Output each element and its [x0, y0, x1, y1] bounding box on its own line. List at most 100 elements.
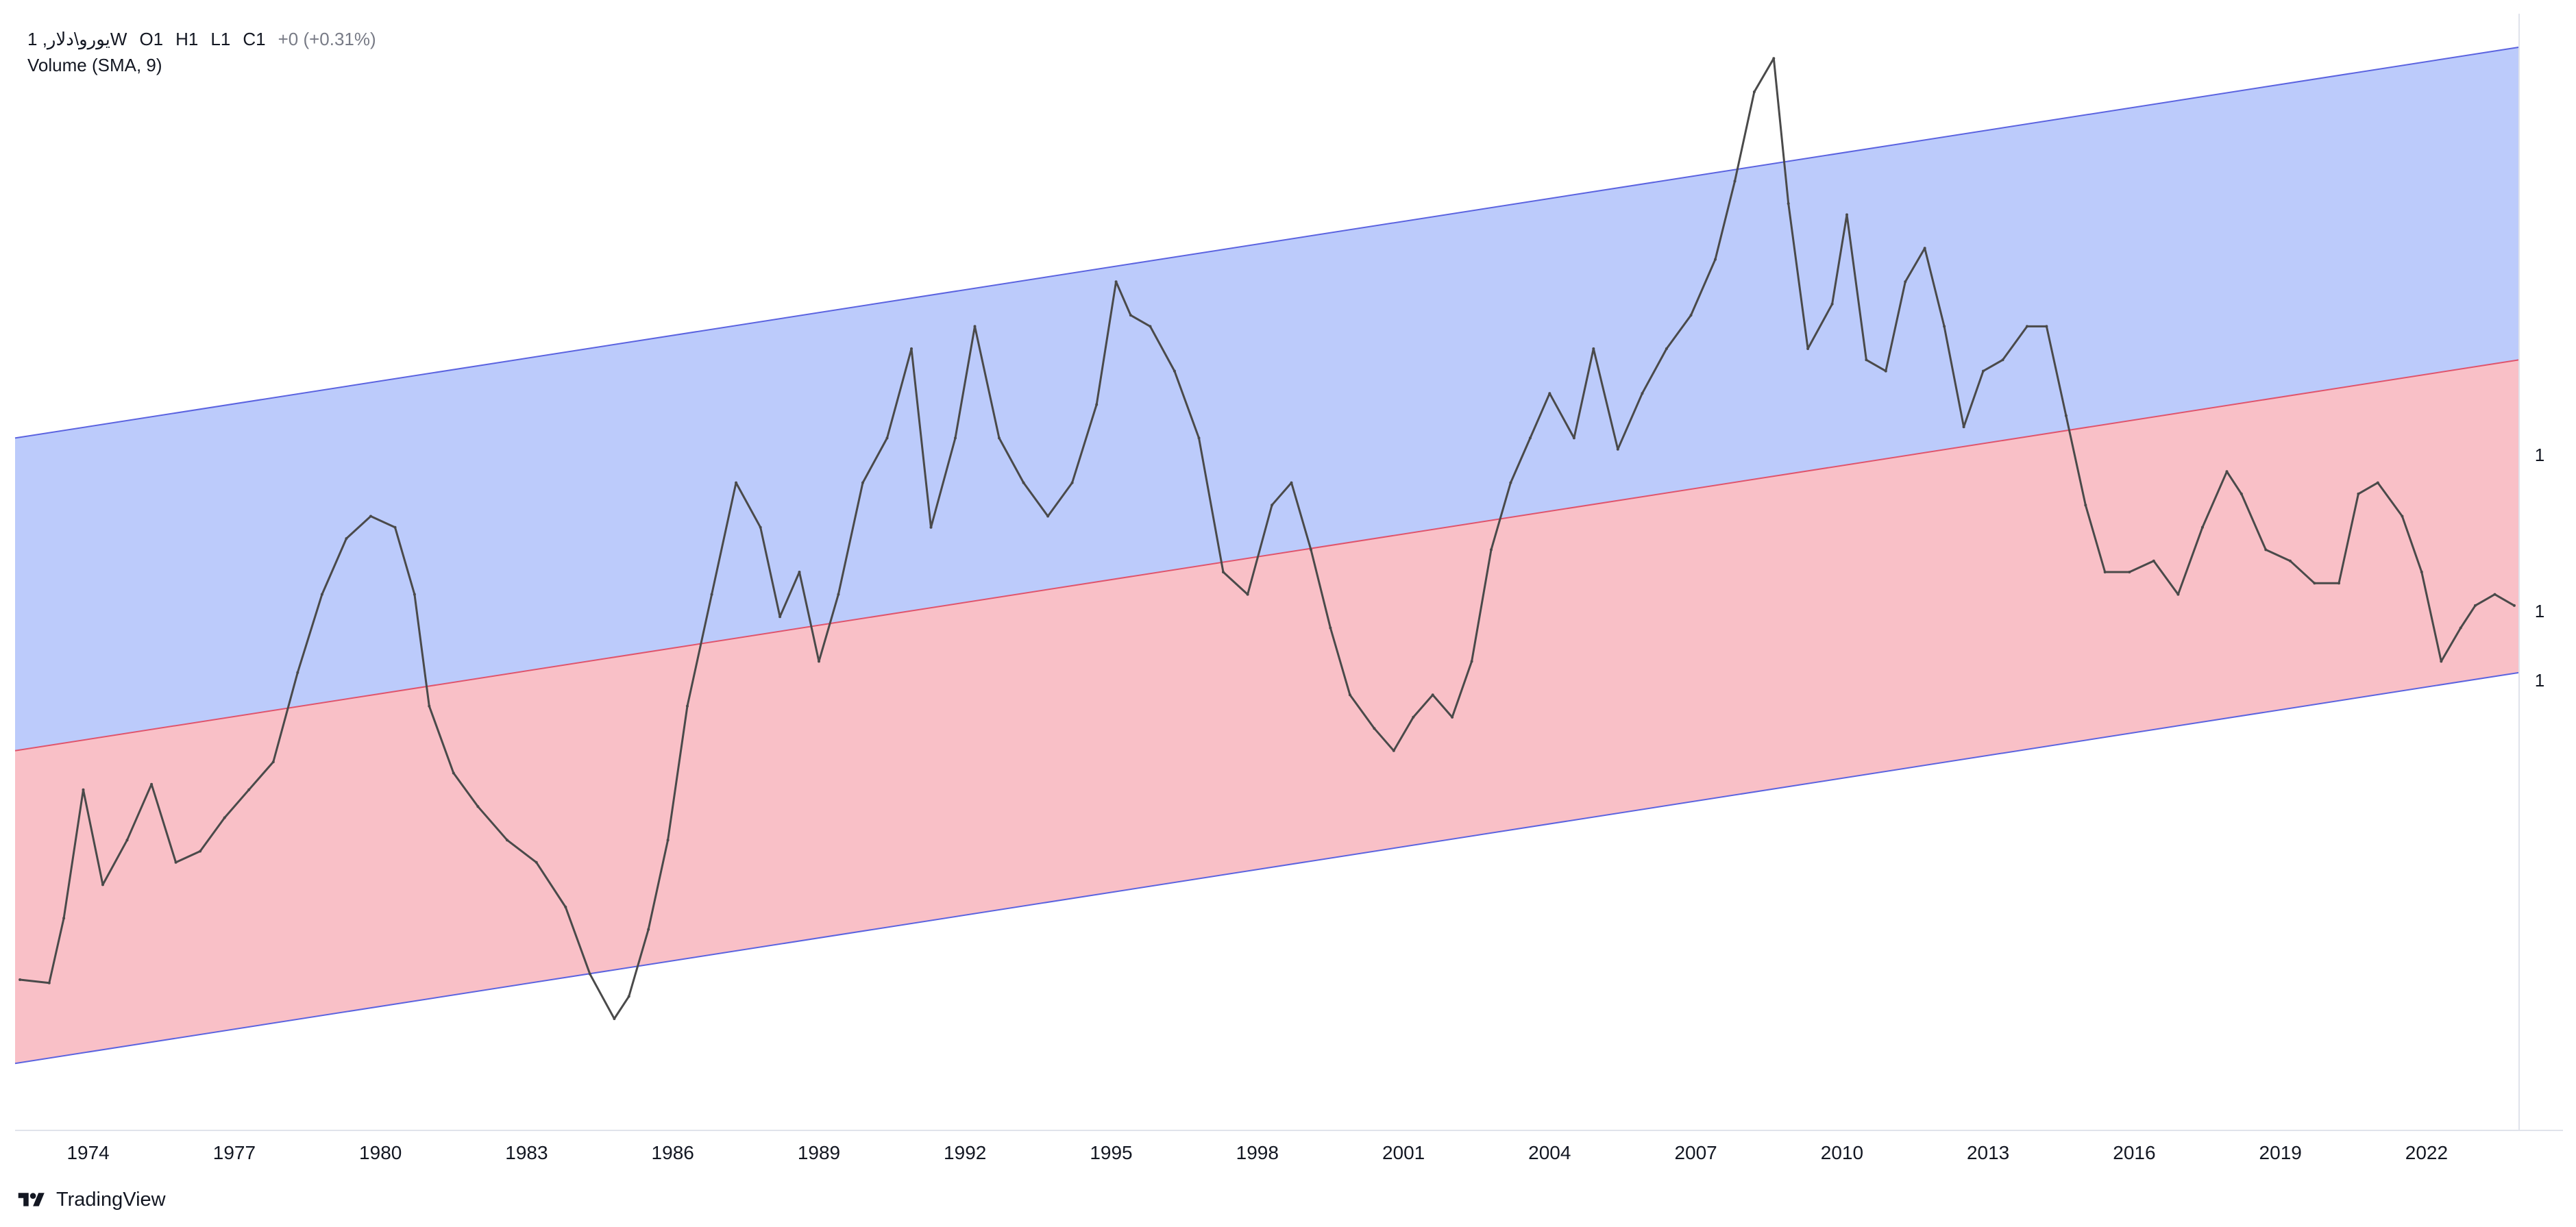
upper-channel-line: [14, 46, 2520, 439]
price-point: [150, 782, 154, 786]
price-point: [125, 839, 129, 842]
price-point: [1222, 571, 1225, 573]
price-point: [1310, 548, 1312, 551]
price-point: [647, 928, 650, 931]
tradingview-logo-icon: [18, 1192, 45, 1206]
price-point: [1046, 515, 1050, 518]
price-point: [666, 839, 670, 842]
price-point: [1806, 347, 1810, 350]
price-point: [101, 883, 104, 887]
x-tick-label: 2022: [2405, 1142, 2448, 1163]
price-point: [1830, 302, 1834, 306]
price-point: [2045, 325, 2048, 328]
close-label: C: [243, 29, 256, 49]
price-point: [2459, 626, 2462, 630]
low-label: L: [210, 29, 221, 49]
price-point: [1943, 325, 1946, 328]
price-point: [2512, 604, 2516, 607]
legend-open: O1: [139, 26, 163, 52]
price-point: [1787, 202, 1790, 206]
price-point: [2288, 559, 2292, 562]
price-point: [627, 995, 630, 998]
price-point: [2357, 492, 2360, 495]
price-point: [973, 325, 977, 328]
price-point: [320, 593, 323, 596]
x-tick-label: 1995: [1090, 1142, 1132, 1163]
price-point: [1412, 715, 1415, 719]
price-point: [1470, 660, 1473, 663]
legend-indicator-row[interactable]: Volume (SMA, 9): [27, 52, 376, 78]
x-tick-label: 2013: [1967, 1142, 2009, 1163]
chart-legend: یورو\دلار, 1W O1 H1 L1 C1 +0 (+0.31%) Vo…: [27, 26, 376, 78]
price-point: [428, 704, 431, 708]
x-tick-label: 1992: [944, 1142, 986, 1163]
price-point: [1392, 749, 1395, 752]
price-point: [2103, 571, 2107, 573]
price-point: [2338, 582, 2340, 585]
price-point: [1329, 626, 1332, 630]
x-tick-label: 2016: [2113, 1142, 2155, 1163]
price-point: [1173, 369, 1176, 373]
price-point: [1865, 358, 1868, 362]
price-point: [2376, 481, 2379, 484]
legend-symbol[interactable]: یورو\دلار, 1W: [27, 29, 127, 49]
x-tick-label: 1989: [798, 1142, 840, 1163]
price-point: [1373, 727, 1376, 730]
x-tick-label: 1983: [505, 1142, 548, 1163]
x-tick-label: 1980: [359, 1142, 402, 1163]
price-point: [393, 525, 397, 529]
high-value: 1: [188, 29, 199, 49]
price-point: [506, 839, 508, 842]
close-value: 1: [256, 29, 266, 49]
upper-band-area: [15, 47, 2519, 751]
tradingview-watermark[interactable]: TradingView: [14, 1189, 166, 1211]
price-point: [1548, 392, 1551, 395]
open-label: O: [139, 29, 154, 49]
price-point: [910, 347, 913, 350]
legend-high: H1: [175, 26, 198, 52]
channel-lines: [14, 46, 2520, 1065]
legend-symbol-row[interactable]: یورو\دلار, 1W O1 H1 L1 C1 +0 (+0.31%): [27, 26, 376, 52]
legend-indicator[interactable]: Volume (SMA, 9): [27, 55, 162, 75]
legend-low: L1: [210, 26, 230, 52]
price-point: [998, 436, 1001, 440]
low-value: 1: [220, 29, 231, 49]
price-point: [1528, 436, 1532, 440]
price-point: [296, 671, 299, 674]
price-point: [476, 805, 480, 808]
price-point: [759, 525, 762, 529]
y-tick-label: 1: [2535, 601, 2544, 621]
price-point: [247, 788, 251, 791]
price-point: [1114, 280, 1118, 284]
price-point: [199, 850, 202, 853]
price-point: [2225, 470, 2229, 473]
price-point: [798, 571, 801, 573]
price-point: [1572, 436, 1575, 440]
price-point: [686, 704, 689, 708]
price-point: [223, 816, 226, 819]
price-point: [1022, 481, 1025, 484]
price-point: [1509, 481, 1512, 484]
price-point: [535, 860, 538, 864]
axes: 1974 1977 1980 1983 1986 1989 1992 1995 1998 2001…: [15, 14, 2563, 1163]
price-point: [1884, 369, 1887, 373]
y-tick-label: 1: [2535, 670, 2544, 691]
mid-channel-line: [14, 359, 2520, 752]
price-point: [1129, 314, 1132, 317]
price-point: [2440, 660, 2443, 663]
price-point: [2474, 604, 2477, 607]
price-point: [1271, 504, 1274, 507]
x-tick-label: 2004: [1528, 1142, 1571, 1163]
open-value: 1: [153, 29, 164, 49]
price-point: [2240, 492, 2243, 495]
price-point: [861, 481, 864, 484]
lower-channel-line: [14, 671, 2520, 1065]
price-point: [1070, 481, 1074, 484]
channel-bands: [15, 47, 2519, 1064]
price-point: [2313, 582, 2316, 585]
high-label: H: [175, 29, 188, 49]
price-point: [1290, 481, 1293, 484]
price-point: [62, 917, 66, 920]
